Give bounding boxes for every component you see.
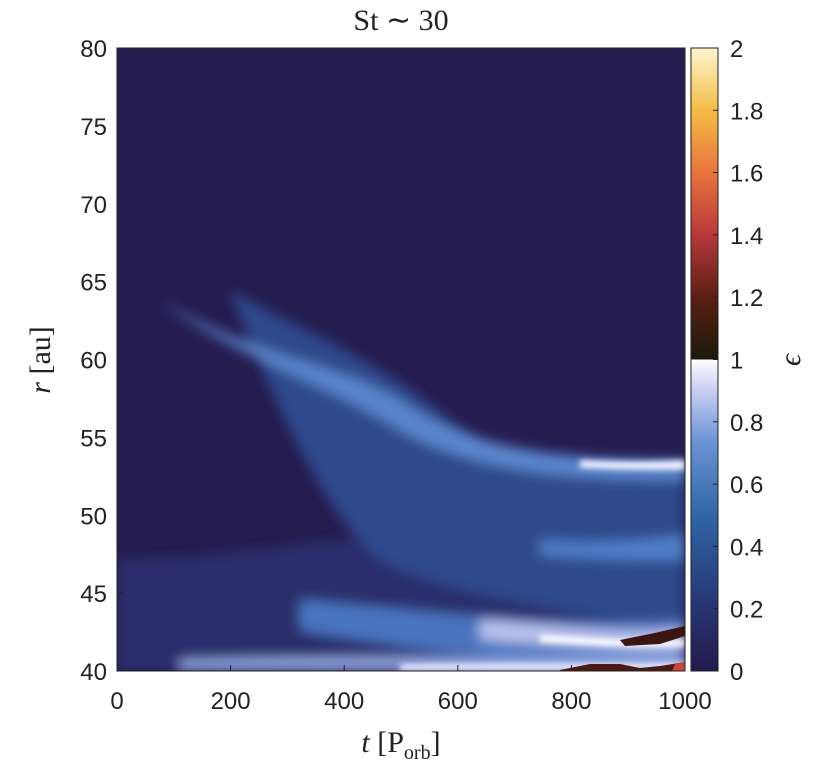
y-tick-label: 45 xyxy=(80,581,107,608)
y-tick-label: 50 xyxy=(80,503,107,530)
colorbar-label: ϵ xyxy=(774,352,807,366)
colorbar-tick-label: 0.2 xyxy=(730,597,763,624)
colorbar-tick-label: 0 xyxy=(730,659,743,686)
colorbar-tick-label: 0.4 xyxy=(730,534,763,561)
x-label-var: t xyxy=(361,726,370,759)
y-tick-label: 80 xyxy=(80,36,107,63)
y-label-unit: [au] xyxy=(24,326,57,382)
y-tick-label: 70 xyxy=(80,192,107,219)
colorbar-tick-label: 2 xyxy=(730,36,743,63)
chart-title: St ∼ 30 xyxy=(353,4,448,37)
x-tick-label: 400 xyxy=(324,688,364,715)
colorbar-tick-label: 1 xyxy=(730,348,743,375)
x-tick-label: 200 xyxy=(211,688,251,715)
y-label-var: r xyxy=(24,382,57,394)
y-tick-label: 65 xyxy=(80,270,107,297)
x-axis-label: t [Porb] xyxy=(361,726,440,764)
x-tick-label: 0 xyxy=(110,688,123,715)
colorbar-tick-label: 1.4 xyxy=(730,223,763,250)
y-axis-label: r [au] xyxy=(24,326,57,393)
heatmap-field xyxy=(117,48,685,671)
colorbar-tick-label: 1.2 xyxy=(730,285,763,312)
x-label-sub: orb xyxy=(404,742,431,764)
y-tick-label: 60 xyxy=(80,348,107,375)
x-tick-label: 600 xyxy=(438,688,478,715)
x-label-close: ] xyxy=(431,726,441,759)
colorbar-tick-label: 0.8 xyxy=(730,410,763,437)
x-label-unit: [P xyxy=(370,726,404,759)
y-tick-label: 75 xyxy=(80,114,107,141)
x-tick-label: 1000 xyxy=(658,688,711,715)
y-tick-label: 40 xyxy=(80,659,107,686)
colorbar-tick-label: 0.6 xyxy=(730,472,763,499)
colorbar-tick-label: 1.6 xyxy=(730,161,763,188)
y-tick-label: 55 xyxy=(80,425,107,452)
x-tick-label: 800 xyxy=(551,688,591,715)
colorbar-tick-label: 1.8 xyxy=(730,98,763,125)
